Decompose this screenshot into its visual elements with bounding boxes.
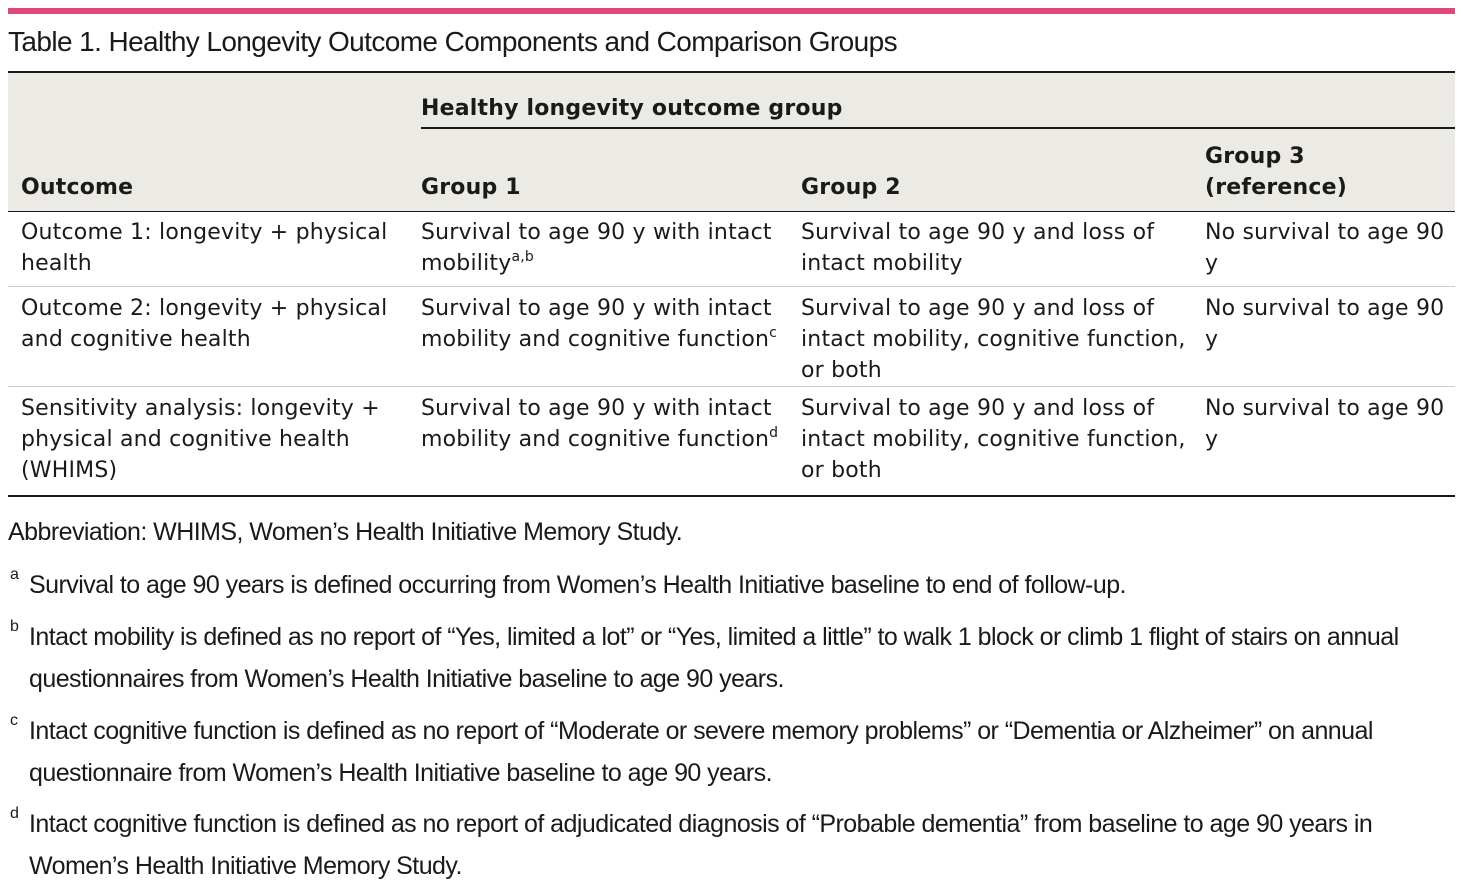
table-row: Outcome 2: longevity + physical and cogn… [8, 287, 1456, 387]
outcome-cell: Sensitivity analysis: longevity + physic… [21, 396, 380, 483]
header-outcome-cell: Outcome [8, 128, 421, 212]
footnote-text: Survival to age 90 years is defined occu… [29, 571, 1127, 599]
group1-cell: Survival to age 90 y with intact mobilit… [421, 212, 801, 287]
group3-cell: No survival to age 90 y [1205, 296, 1445, 352]
outcome-cell: Outcome 2: longevity + physical and cogn… [21, 296, 388, 352]
header-group3-sublabel: (reference) [1205, 175, 1347, 200]
group3-cell: No survival to age 90 y [1205, 220, 1445, 276]
table-row: Sensitivity analysis: longevity + physic… [8, 387, 1455, 487]
group1-text: Survival to age 90 y with intact mobilit… [421, 220, 772, 276]
abbreviation-note: Abbreviation: WHIMS, Women’s Health Init… [8, 518, 683, 546]
header-spanner-label: Healthy longevity outcome group [421, 96, 843, 121]
outcome-table: Healthy longevity outcome group Outcome … [8, 73, 1456, 487]
group1-cell: Survival to age 90 y with intact mobilit… [421, 287, 801, 387]
outcome-cell: Outcome 1: longevity + physical health [21, 220, 388, 276]
table-row: Outcome 1: longevity + physical health S… [8, 211, 1456, 287]
group1-text: Survival to age 90 y with intact mobilit… [421, 396, 772, 452]
group2-cell: Survival to age 90 y and loss of intact … [801, 396, 1186, 483]
accent-bar [8, 8, 1455, 14]
footnote-mark: c [10, 712, 18, 729]
header-spanner-cell: Healthy longevity outcome group [421, 73, 1456, 129]
footnote-ref: c [769, 325, 778, 341]
header-column-row: Outcome Group 1 Group 2 Group 3 (referen… [8, 128, 1456, 212]
header-group2-label: Group 2 [801, 175, 901, 200]
group3-cell: No survival to age 90 y [1205, 396, 1445, 452]
header-group3-label: Group 3 [1205, 144, 1305, 169]
group1-text: Survival to age 90 y with intact mobilit… [421, 296, 772, 352]
header-group1-cell: Group 1 [421, 128, 801, 212]
footnote-ref: d [769, 425, 779, 441]
table-container: Healthy longevity outcome group Outcome … [8, 71, 1456, 497]
header-spanner-row: Healthy longevity outcome group [8, 73, 1456, 129]
footnote-text: Intact mobility is defined as no report … [29, 623, 1399, 693]
header-group2-cell: Group 2 [801, 128, 1205, 212]
footnote-mark: b [10, 618, 19, 635]
footnote-mark: d [10, 805, 19, 822]
header-group3-cell: Group 3 (reference) [1205, 128, 1455, 212]
footnote-text: Intact cognitive function is defined as … [29, 810, 1373, 880]
footnote-mark: a [10, 566, 19, 583]
header-group1-label: Group 1 [421, 175, 521, 200]
header-blank-cell [8, 73, 421, 128]
group2-cell: Survival to age 90 y and loss of intact … [801, 296, 1186, 383]
table-title: Table 1. Healthy Longevity Outcome Compo… [8, 26, 898, 57]
group1-cell: Survival to age 90 y with intact mobilit… [421, 387, 801, 487]
footnote-text: Intact cognitive function is defined as … [29, 717, 1373, 787]
footnote-ref: a,b [511, 249, 534, 265]
header-outcome-label: Outcome [21, 175, 134, 200]
group2-cell: Survival to age 90 y and loss of intact … [801, 220, 1155, 276]
